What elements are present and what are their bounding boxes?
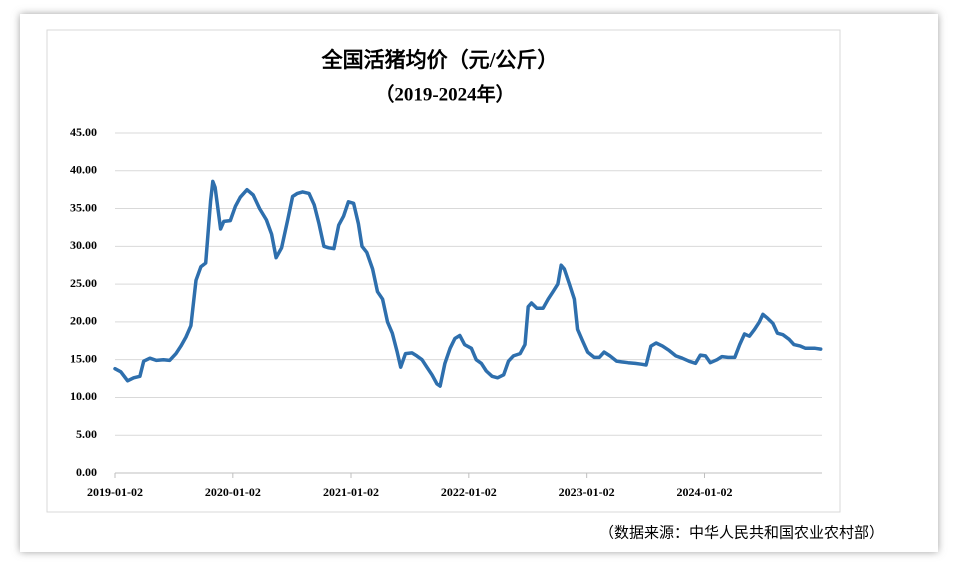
price-line bbox=[113, 179, 823, 388]
chart-title: 全国活猪均价（元/公斤） bbox=[321, 48, 559, 72]
y-tick-label: 35.00 bbox=[70, 200, 97, 214]
chart-box bbox=[46, 29, 841, 513]
y-tick-label: 5.00 bbox=[76, 427, 97, 441]
y-tick-label: 0.00 bbox=[76, 465, 97, 479]
y-tick-label: 45.00 bbox=[70, 125, 97, 139]
x-tick-label: 2021-01-02 bbox=[323, 485, 379, 499]
x-tick-label: 2023-01-02 bbox=[559, 485, 615, 499]
x-tick-label: 2020-01-02 bbox=[205, 485, 261, 499]
y-tick-label: 10.00 bbox=[70, 389, 97, 403]
y-tick-label: 30.00 bbox=[70, 238, 97, 252]
x-tick-label: 2019-01-02 bbox=[87, 485, 143, 499]
y-tick-label: 15.00 bbox=[70, 351, 97, 365]
y-tick-label: 25.00 bbox=[70, 276, 97, 290]
y-tick-label: 40.00 bbox=[70, 163, 97, 177]
y-tick-label: 20.00 bbox=[70, 314, 97, 328]
source-note: （数据来源：中华人民共和国农业农村部） bbox=[599, 524, 884, 541]
chart-subtitle: （2019-2024年） bbox=[375, 82, 514, 105]
x-tick-label: 2024-01-02 bbox=[676, 485, 732, 499]
x-tick-label: 2022-01-02 bbox=[441, 485, 497, 499]
